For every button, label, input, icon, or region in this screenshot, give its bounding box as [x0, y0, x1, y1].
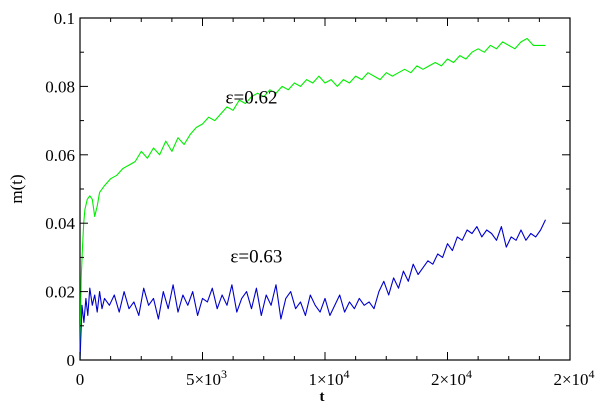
series-annotation-2: ε=0.63	[230, 247, 282, 268]
y-axis-title: m(t)	[7, 174, 26, 203]
x-tick-label: 0	[76, 370, 85, 389]
y-tick-label: 0.08	[45, 77, 75, 96]
tick-layer	[79, 17, 571, 361]
x-tick-label: 1×104	[308, 367, 349, 389]
series-line-1	[79, 37, 546, 361]
series-layer	[79, 37, 546, 361]
x-tick-label: 2×104	[431, 367, 472, 389]
y-tick-label: 0.06	[45, 146, 75, 165]
label-layer: 0 5×103 1×104 2×104 2×104 0 0.02 0.04 0.06 0.08 0.…	[45, 9, 594, 389]
series-annotation-1: ε=0.62	[226, 88, 278, 109]
y-tick-label: 0.02	[45, 283, 75, 302]
y-tick-label: 0	[67, 351, 76, 370]
x-tick-label: 2×104	[553, 367, 594, 389]
series-line-2	[79, 219, 546, 361]
y-tick-label: 0.04	[45, 214, 75, 233]
plot-frame	[79, 17, 571, 361]
x-tick-label: 5×103	[186, 367, 227, 389]
x-axis-title: t	[320, 389, 325, 404]
y-tick-label: 0.1	[54, 9, 75, 28]
